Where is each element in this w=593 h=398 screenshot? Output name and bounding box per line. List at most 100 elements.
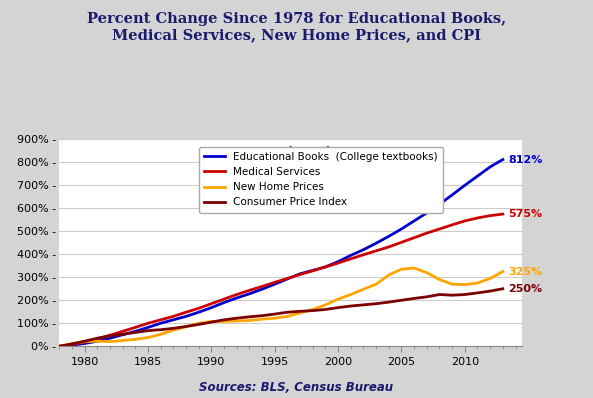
- Educational Books  (College textbooks): [423, 211, 431, 215]
- Educational Books  (College textbooks): [334, 259, 342, 264]
- Medical Services: [259, 284, 266, 289]
- Educational Books  (College textbooks): [81, 341, 88, 346]
- Consumer Price Index: [68, 341, 75, 346]
- Medical Services: [372, 248, 380, 253]
- Medical Services: [81, 340, 88, 345]
- New Home Prices: [195, 321, 202, 326]
- Medical Services: [322, 265, 329, 269]
- Consumer Price Index: [145, 328, 152, 333]
- Consumer Price Index: [385, 300, 393, 304]
- New Home Prices: [347, 292, 355, 297]
- Consumer Price Index: [271, 312, 278, 316]
- Educational Books  (College textbooks): [221, 300, 228, 305]
- New Home Prices: [208, 319, 215, 324]
- New Home Prices: [448, 282, 455, 287]
- Text: Carpe Diem Blog: Carpe Diem Blog: [235, 146, 346, 158]
- Consumer Price Index: [106, 334, 113, 338]
- Educational Books  (College textbooks): [385, 234, 393, 239]
- Medical Services: [132, 325, 139, 330]
- New Home Prices: [372, 282, 380, 287]
- New Home Prices: [183, 324, 190, 329]
- Consumer Price Index: [132, 330, 139, 335]
- Medical Services: [183, 310, 190, 314]
- New Home Prices: [246, 318, 253, 323]
- New Home Prices: [436, 277, 443, 282]
- Consumer Price Index: [233, 316, 240, 321]
- New Home Prices: [398, 267, 405, 271]
- Medical Services: [309, 268, 316, 273]
- Medical Services: [271, 280, 278, 285]
- Educational Books  (College textbooks): [322, 265, 329, 269]
- Text: 812%: 812%: [508, 154, 542, 164]
- New Home Prices: [259, 317, 266, 322]
- Medical Services: [195, 306, 202, 311]
- Consumer Price Index: [183, 324, 190, 329]
- Consumer Price Index: [119, 332, 126, 337]
- Educational Books  (College textbooks): [360, 247, 367, 252]
- Consumer Price Index: [322, 307, 329, 312]
- Consumer Price Index: [81, 339, 88, 343]
- Consumer Price Index: [423, 295, 431, 299]
- Educational Books  (College textbooks): [309, 268, 316, 273]
- Medical Services: [448, 222, 455, 227]
- Educational Books  (College textbooks): [195, 310, 202, 314]
- New Home Prices: [410, 266, 417, 271]
- Educational Books  (College textbooks): [132, 329, 139, 334]
- Consumer Price Index: [487, 289, 494, 293]
- Medical Services: [145, 321, 152, 326]
- New Home Prices: [271, 316, 278, 321]
- Educational Books  (College textbooks): [284, 277, 291, 281]
- Consumer Price Index: [246, 314, 253, 319]
- New Home Prices: [56, 344, 63, 349]
- New Home Prices: [132, 337, 139, 342]
- Text: Percent Change Since 1978 for Educational Books,
Medical Services, New Home Pric: Percent Change Since 1978 for Educationa…: [87, 12, 506, 42]
- Medical Services: [56, 344, 63, 349]
- Medical Services: [385, 244, 393, 249]
- Educational Books  (College textbooks): [68, 343, 75, 347]
- New Home Prices: [68, 341, 75, 346]
- Educational Books  (College textbooks): [170, 318, 177, 322]
- Medical Services: [246, 288, 253, 293]
- Consumer Price Index: [284, 310, 291, 314]
- Educational Books  (College textbooks): [474, 174, 481, 178]
- Educational Books  (College textbooks): [347, 253, 355, 258]
- Consumer Price Index: [195, 322, 202, 327]
- Consumer Price Index: [56, 344, 63, 349]
- Medical Services: [284, 276, 291, 281]
- Consumer Price Index: [461, 292, 468, 297]
- New Home Prices: [94, 339, 101, 343]
- Consumer Price Index: [398, 298, 405, 302]
- New Home Prices: [474, 281, 481, 285]
- New Home Prices: [170, 328, 177, 333]
- Educational Books  (College textbooks): [410, 219, 417, 223]
- Medical Services: [94, 337, 101, 341]
- Text: 250%: 250%: [508, 284, 542, 294]
- New Home Prices: [360, 287, 367, 292]
- Medical Services: [106, 333, 113, 338]
- Medical Services: [119, 329, 126, 334]
- Medical Services: [487, 213, 494, 218]
- Consumer Price Index: [94, 336, 101, 341]
- Educational Books  (College textbooks): [94, 339, 101, 343]
- Medical Services: [170, 314, 177, 319]
- New Home Prices: [322, 302, 329, 307]
- Educational Books  (College textbooks): [246, 291, 253, 296]
- Consumer Price Index: [410, 296, 417, 301]
- Consumer Price Index: [499, 287, 506, 291]
- Educational Books  (College textbooks): [208, 305, 215, 310]
- Text: Sources: BLS, Census Bureau: Sources: BLS, Census Bureau: [199, 381, 394, 394]
- Educational Books  (College textbooks): [259, 287, 266, 292]
- Medical Services: [461, 219, 468, 223]
- New Home Prices: [487, 276, 494, 281]
- Line: New Home Prices: New Home Prices: [59, 268, 503, 346]
- Medical Services: [499, 212, 506, 217]
- Medical Services: [436, 226, 443, 231]
- New Home Prices: [499, 269, 506, 274]
- Medical Services: [208, 301, 215, 306]
- New Home Prices: [334, 297, 342, 302]
- New Home Prices: [309, 307, 316, 312]
- Educational Books  (College textbooks): [271, 282, 278, 287]
- Consumer Price Index: [347, 304, 355, 308]
- Educational Books  (College textbooks): [448, 193, 455, 197]
- New Home Prices: [284, 314, 291, 319]
